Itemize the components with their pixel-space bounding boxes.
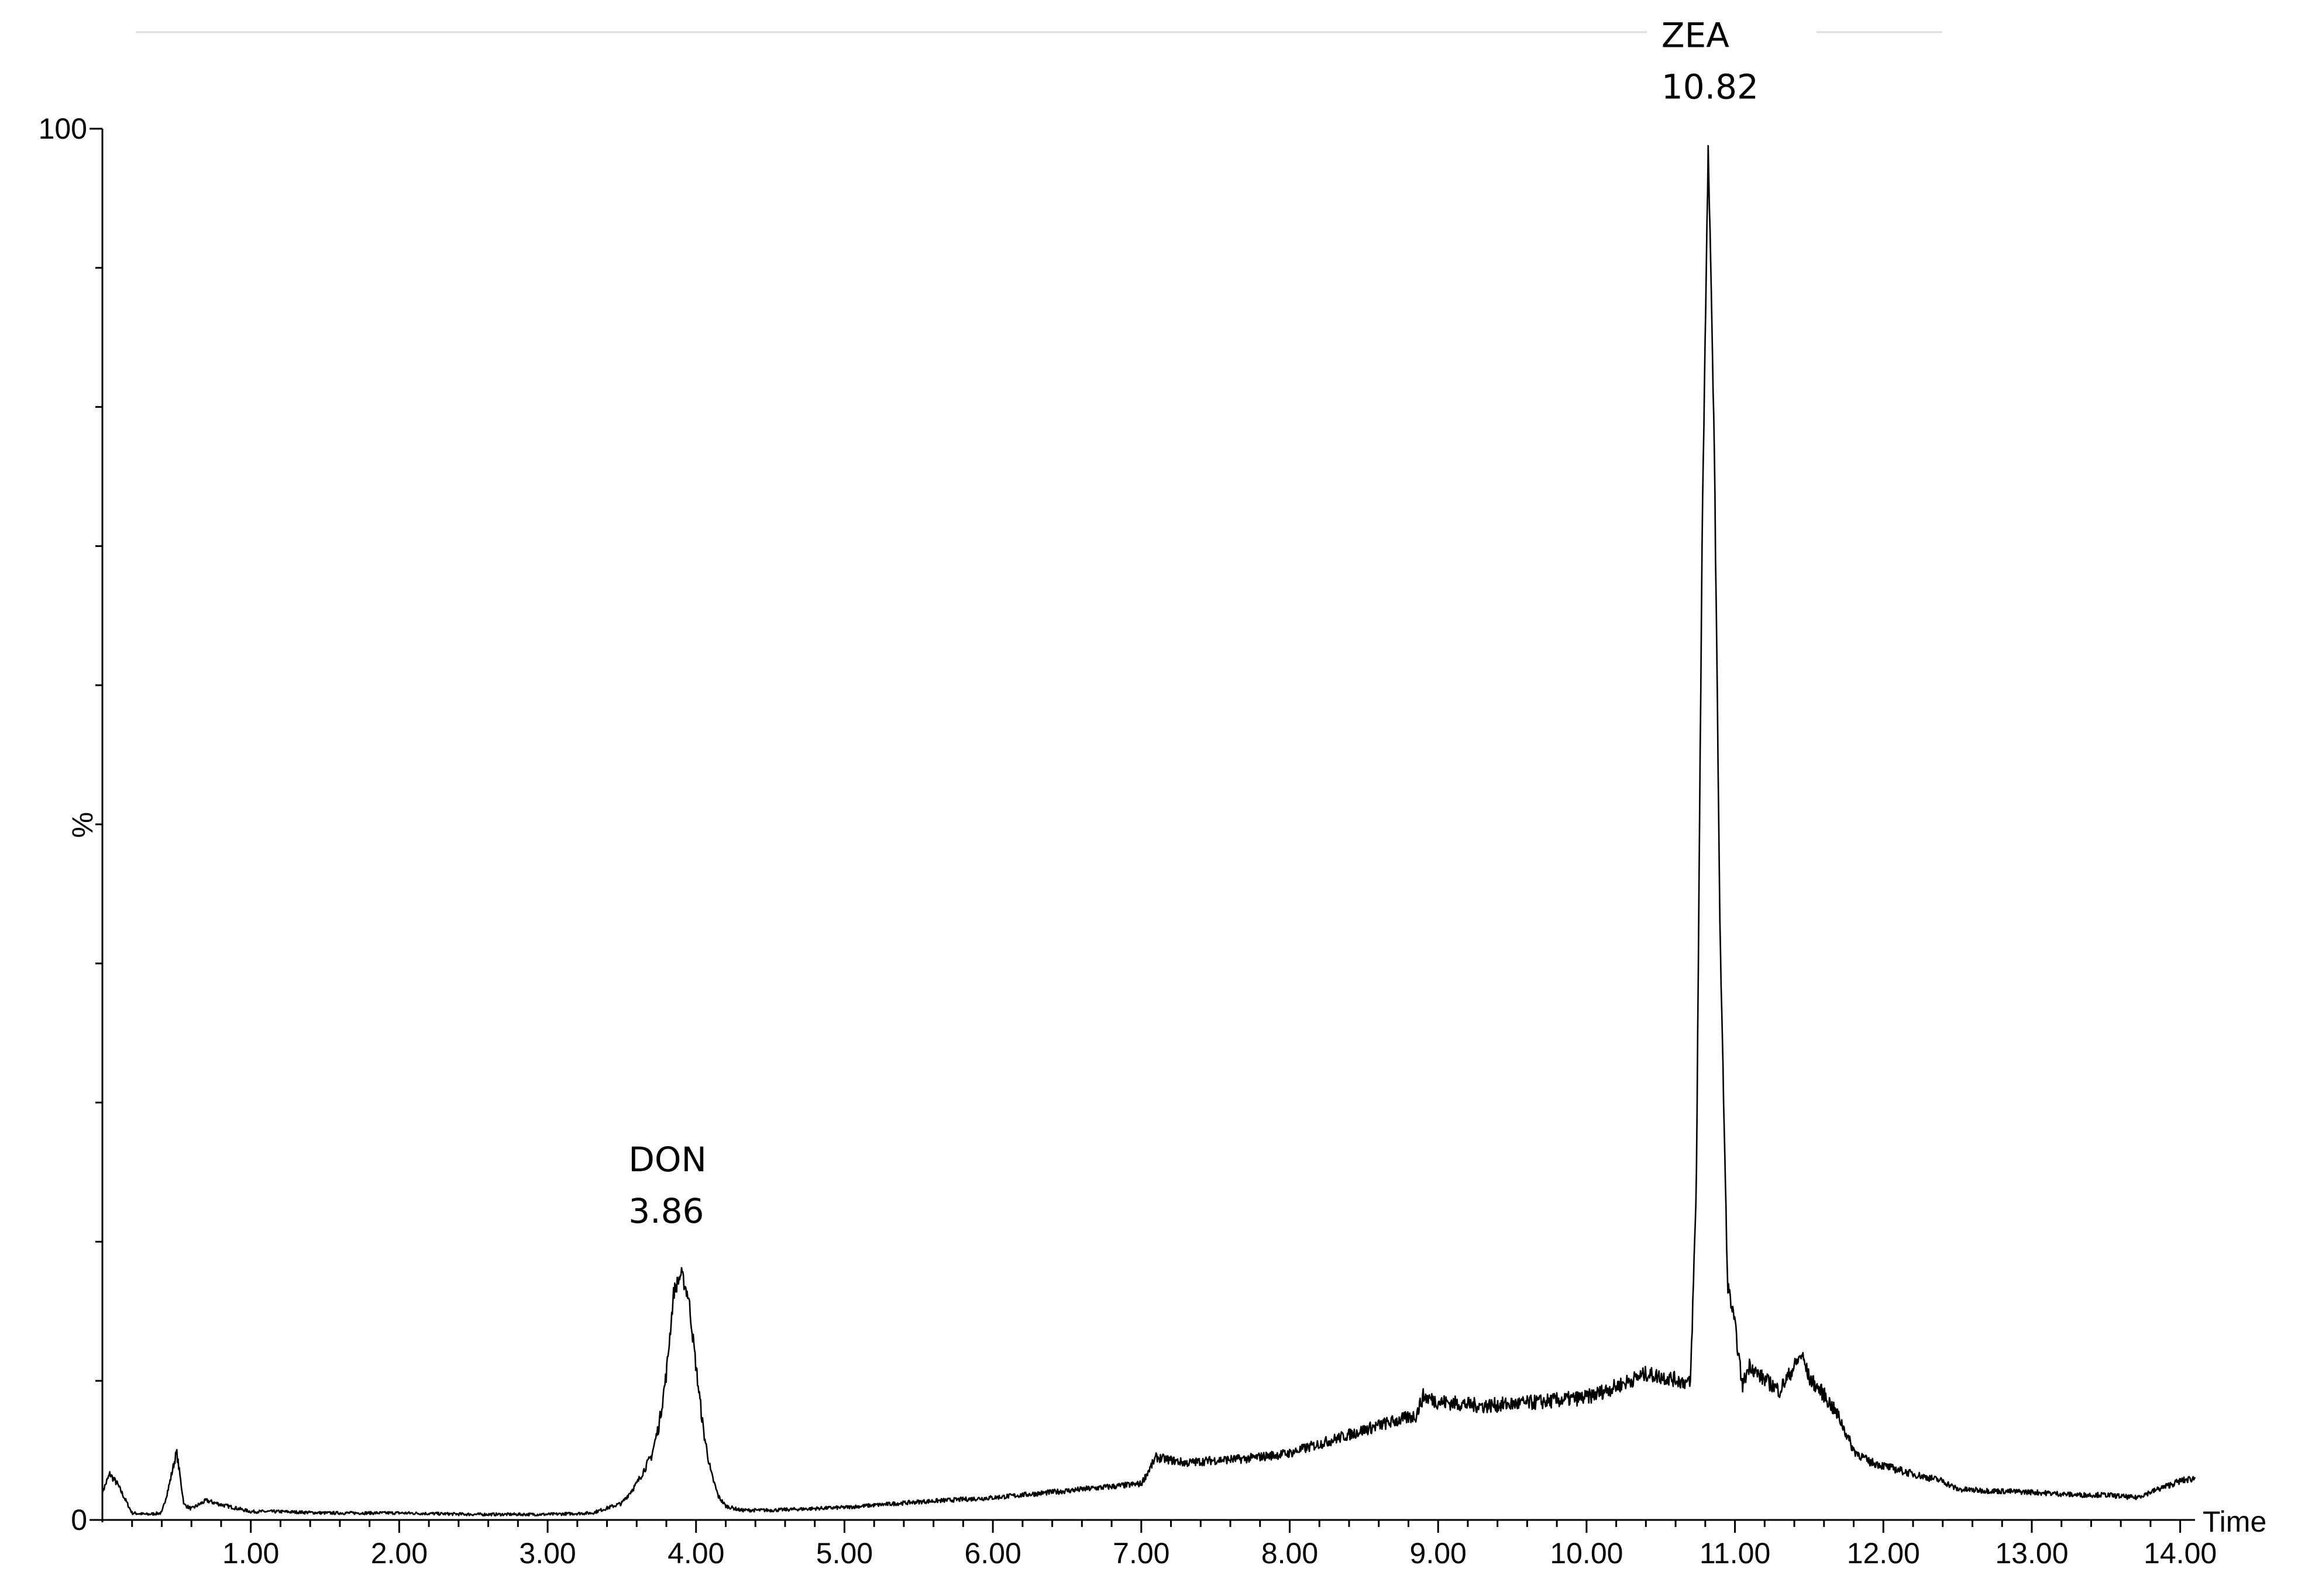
peak-annotations: DON 3.86 ZEA 10.82 (628, 16, 1759, 1231)
y-axis-label: % (66, 812, 99, 838)
x-tick-label: 9.00 (1410, 1537, 1467, 1570)
x-tick-labels: 1.00 2.00 3.00 4.00 5.00 6.00 7.00 8.00 9.00 10.0… (222, 1537, 2217, 1570)
peak-label-zea: ZEA (1661, 16, 1729, 56)
peak-time-zea: 10.82 (1661, 67, 1759, 107)
x-tick-label: 14.00 (2144, 1537, 2217, 1570)
x-tick-label: 1.00 (222, 1537, 279, 1570)
x-tick-label: 7.00 (1113, 1537, 1169, 1570)
y-tick-label: 0 (71, 1504, 87, 1536)
x-tick-label: 12.00 (1847, 1537, 1920, 1570)
x-tick-label: 8.00 (1261, 1537, 1318, 1570)
x-tick-label: 4.00 (668, 1537, 724, 1570)
y-ticks (90, 128, 102, 1521)
x-tick-label: 2.00 (371, 1537, 428, 1570)
x-tick-label: 10.00 (1550, 1537, 1623, 1570)
peak-time-don: 3.86 (628, 1191, 704, 1231)
y-tick-labels: 0 100 (39, 112, 87, 1536)
x-tick-label: 11.00 (1700, 1537, 1770, 1570)
chromatogram-trace (101, 145, 2196, 1517)
x-tick-label: 3.00 (519, 1537, 576, 1570)
axes (101, 129, 2195, 1522)
x-axis-label: Time (2203, 1505, 2266, 1538)
x-tick-label: 13.00 (1995, 1537, 2068, 1570)
y-tick-label: 100 (39, 112, 87, 145)
x-tick-label: 6.00 (964, 1537, 1021, 1570)
peak-label-don: DON (628, 1140, 707, 1179)
x-ticks (131, 1520, 2182, 1533)
x-tick-label: 5.00 (816, 1537, 873, 1570)
